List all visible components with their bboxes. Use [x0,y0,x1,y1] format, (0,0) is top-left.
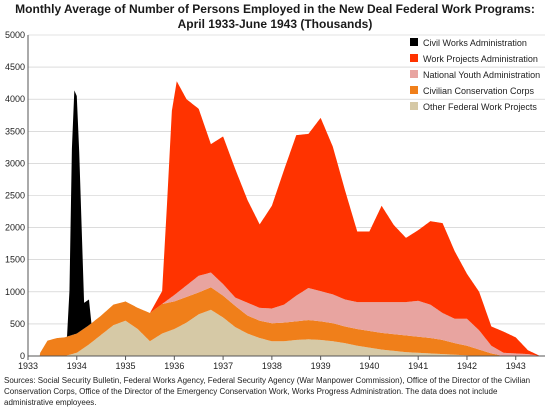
legend-label: Civilian Conservation Corps [423,86,535,96]
legend-label: Civil Works Administration [423,38,527,48]
x-tick-label: 1938 [262,361,282,371]
y-tick-label: 4000 [5,94,25,104]
y-tick-label: 3000 [5,158,25,168]
y-tick-label: 500 [10,319,25,329]
legend-swatch [410,70,418,78]
legend-swatch [410,86,418,94]
x-tick-label: 1935 [116,361,136,371]
legend-label: National Youth Administration [423,70,540,80]
y-tick-label: 2000 [5,223,25,233]
y-tick-label: 2500 [5,191,25,201]
legend-label: Work Projects Administration [423,54,538,64]
y-tick-label: 0 [20,351,25,361]
area-national-youth-administration [28,272,545,356]
x-tick-label: 1942 [457,361,477,371]
legend-swatch [410,54,418,62]
legend-swatch [410,38,418,46]
y-tick-label: 3500 [5,126,25,136]
y-tick-label: 1500 [5,255,25,265]
y-tick-label: 5000 [5,30,25,40]
x-tick-label: 1940 [359,361,379,371]
x-tick-label: 1934 [67,361,87,371]
x-tick-label: 1936 [164,361,184,371]
legend-swatch [410,102,418,110]
chart-title: Monthly Average of Number of Persons Emp… [15,2,535,16]
area-work-projects-administration [28,81,545,356]
chart-subtitle: April 1933-June 1943 (Thousands) [177,17,373,31]
legend-label: Other Federal Work Projects [423,102,537,112]
x-tick-label: 1937 [213,361,233,371]
x-tick-label: 1941 [408,361,428,371]
area-civil-works-administration [28,81,545,356]
area-civilian-conservation-corps [28,287,545,356]
x-tick-label: 1943 [506,361,526,371]
x-tick-label: 1939 [311,361,331,371]
area-other-federal-work-projects [28,309,545,356]
y-tick-label: 4500 [5,62,25,72]
x-tick-label: 1933 [18,361,38,371]
y-tick-label: 1000 [5,287,25,297]
chart-footnote: Sources: Social Security Bulletin, Feder… [4,376,531,407]
